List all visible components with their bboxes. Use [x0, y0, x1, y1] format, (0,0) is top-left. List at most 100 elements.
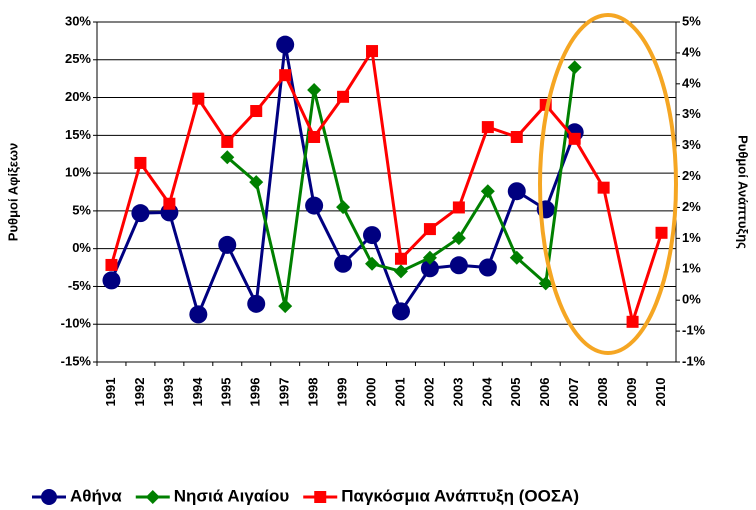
x-tick-label: 1994: [190, 377, 205, 407]
marker: [567, 60, 582, 75]
y2-tick-label: 2%: [682, 199, 701, 214]
x-tick-label: 1995: [219, 378, 234, 407]
x-tick-label: 2008: [595, 378, 610, 407]
y-tick-label: -15%: [61, 353, 92, 368]
series-line: [110, 46, 663, 328]
y2-tick-label: 2%: [682, 168, 701, 183]
y2-tick-label: 1%: [682, 261, 701, 276]
y-axis-label: Ρυθμοί Αφίξεων: [5, 143, 20, 241]
y2-tick-label: 0%: [682, 292, 701, 307]
y-tick-label: 25%: [65, 51, 91, 66]
marker: [105, 258, 118, 271]
marker: [509, 250, 524, 265]
x-tick-label: 2000: [363, 378, 378, 407]
marker: [189, 305, 208, 324]
x-tick-label: 2009: [624, 378, 639, 407]
x-tick-label: 2004: [479, 377, 494, 407]
marker: [420, 259, 439, 278]
marker: [307, 83, 322, 97]
y-tick-label: -10%: [61, 316, 92, 331]
marker: [336, 200, 351, 215]
legend-marker: [41, 489, 57, 505]
marker: [597, 181, 610, 194]
marker: [423, 223, 436, 236]
x-tick-label: 1992: [132, 378, 147, 407]
plot-area: [96, 21, 677, 363]
marker: [452, 201, 465, 214]
marker: [337, 90, 350, 103]
y2-tick-label: 3%: [682, 137, 701, 152]
marker: [655, 226, 668, 239]
y-tick-label: 20%: [65, 89, 91, 104]
legend-marker: [145, 490, 160, 504]
y2-tick-label: -1%: [682, 323, 706, 338]
marker: [334, 254, 353, 273]
y2-tick-label: 5%: [682, 13, 701, 28]
marker: [393, 264, 408, 279]
y2-tick-label: 4%: [682, 44, 701, 59]
marker: [278, 299, 293, 314]
legend-label: Αθήνα: [70, 486, 122, 505]
marker: [279, 69, 292, 82]
marker: [538, 276, 553, 291]
y-tick-label: 5%: [72, 202, 91, 217]
x-tick-label: 1991: [103, 378, 118, 407]
marker: [250, 105, 263, 118]
marker: [308, 130, 321, 143]
y-tick-label: -5%: [68, 278, 92, 293]
marker: [131, 204, 150, 223]
marker: [422, 250, 437, 265]
legend-label: Νησιά Αιγαίου: [174, 486, 290, 505]
marker: [249, 175, 264, 190]
marker: [247, 294, 266, 313]
x-tick-label: 2007: [566, 378, 581, 407]
x-tick-label: 1999: [335, 378, 350, 407]
y2-tick-label: 3%: [682, 106, 701, 121]
marker: [218, 235, 237, 254]
x-tick-label: 2003: [450, 378, 465, 407]
x-tick-label: 1996: [248, 378, 263, 407]
x-tick-label: 2006: [537, 378, 552, 407]
marker: [481, 121, 494, 134]
legend-marker: [314, 491, 327, 503]
marker: [449, 256, 468, 275]
x-tick-label: 2010: [653, 378, 668, 407]
x-tick-label: 2005: [508, 378, 523, 407]
y-tick-label: 0%: [72, 240, 91, 255]
legend-label: Παγκόσμια Ανάπτυξη (ΟΟΣΑ): [341, 486, 579, 505]
marker: [366, 45, 379, 58]
marker: [276, 35, 295, 54]
marker: [305, 196, 324, 215]
marker: [363, 226, 382, 245]
y2-axis-label: Ρυθμοί Ανάπτυξης: [736, 135, 751, 249]
highlight-ellipse: [538, 13, 678, 355]
marker: [102, 271, 121, 290]
marker: [391, 302, 410, 321]
marker: [480, 184, 495, 199]
marker: [163, 197, 176, 210]
y2-tick-label: 4%: [682, 75, 701, 90]
marker: [394, 252, 407, 265]
x-tick-label: 2001: [392, 378, 407, 407]
y-tick-label: 10%: [65, 165, 91, 180]
marker: [478, 258, 497, 277]
marker: [134, 156, 147, 169]
y-tick-label: 30%: [65, 13, 91, 28]
marker: [507, 182, 526, 201]
series-line: [110, 44, 577, 319]
x-tick-label: 1998: [306, 378, 321, 407]
x-tick-label: 1993: [161, 378, 176, 407]
marker: [221, 135, 234, 148]
marker: [626, 315, 639, 328]
marker: [451, 231, 466, 246]
y2-tick-label: -1%: [682, 353, 706, 368]
marker: [568, 132, 581, 145]
marker: [220, 150, 235, 165]
y-tick-label: 15%: [65, 127, 91, 142]
marker: [192, 92, 205, 105]
marker: [365, 256, 380, 271]
marker: [510, 130, 523, 143]
y2-tick-label: 1%: [682, 230, 701, 245]
x-tick-label: 2002: [421, 378, 436, 407]
